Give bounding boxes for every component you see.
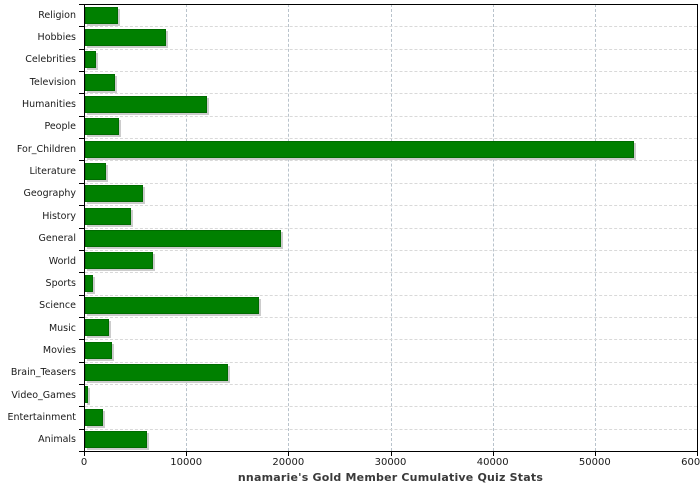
y-axis-tick bbox=[79, 361, 84, 363]
y-axis-tick bbox=[79, 205, 84, 207]
bar-people bbox=[85, 118, 120, 136]
x-tick-label: 0 bbox=[80, 457, 88, 468]
x-tick-label: 60000 bbox=[681, 457, 700, 468]
bar-geography bbox=[85, 185, 144, 203]
horizontal-gridline bbox=[85, 71, 697, 73]
category-label-video-games: Video_Games bbox=[11, 389, 76, 401]
bar-animals bbox=[85, 431, 148, 449]
y-axis-tick bbox=[79, 249, 84, 251]
y-axis-tick bbox=[79, 48, 84, 50]
bar-entertainment bbox=[85, 408, 104, 426]
y-axis-tick bbox=[79, 227, 84, 229]
y-axis-tick bbox=[79, 294, 84, 296]
y-axis-tick bbox=[79, 451, 84, 452]
category-label-literature: Literature bbox=[29, 166, 76, 178]
y-axis-tick bbox=[79, 4, 84, 5]
x-tick-label: 10000 bbox=[170, 457, 203, 468]
category-label-animals: Animals bbox=[38, 434, 76, 446]
bar-history bbox=[85, 207, 131, 225]
horizontal-gridline bbox=[85, 205, 697, 207]
horizontal-gridline bbox=[85, 115, 697, 117]
horizontal-gridline bbox=[85, 227, 697, 229]
x-tick-label: 50000 bbox=[578, 457, 611, 468]
y-axis-tick bbox=[79, 428, 84, 430]
category-label-entertainment: Entertainment bbox=[7, 411, 76, 423]
y-axis-tick bbox=[79, 316, 84, 318]
bar-sports bbox=[85, 274, 94, 292]
category-label-religion: Religion bbox=[38, 9, 76, 21]
horizontal-gridline bbox=[85, 316, 697, 318]
y-axis-tick bbox=[79, 383, 84, 385]
horizontal-gridline bbox=[85, 48, 697, 50]
category-label-movies: Movies bbox=[42, 344, 76, 356]
y-axis-tick bbox=[79, 272, 84, 274]
horizontal-gridline bbox=[85, 383, 697, 385]
y-axis-tick bbox=[79, 115, 84, 117]
category-label-world: World bbox=[48, 255, 76, 267]
x-tick-label: 30000 bbox=[374, 457, 407, 468]
bar-general bbox=[85, 230, 282, 247]
category-label-people: People bbox=[44, 121, 76, 133]
bar-for-children bbox=[85, 140, 634, 158]
chart-title: nnamarie's Gold Member Cumulative Quiz S… bbox=[237, 471, 544, 484]
y-axis-tick bbox=[79, 26, 84, 28]
horizontal-gridline bbox=[85, 138, 697, 140]
y-axis-tick bbox=[79, 160, 84, 162]
horizontal-gridline bbox=[85, 361, 697, 363]
x-tick-label: 40000 bbox=[476, 457, 509, 468]
category-label-brain-teasers: Brain_Teasers bbox=[10, 367, 76, 379]
category-label-celebrities: Celebrities bbox=[25, 54, 76, 66]
bar-literature bbox=[85, 162, 106, 180]
category-label-science: Science bbox=[39, 300, 76, 312]
category-label-general: General bbox=[38, 233, 76, 245]
bar-brain-teasers bbox=[85, 364, 228, 382]
y-axis-tick bbox=[79, 138, 84, 140]
bar-television bbox=[85, 73, 116, 91]
bar-humanities bbox=[85, 95, 207, 113]
y-axis-tick bbox=[79, 71, 84, 73]
y-axis-tick bbox=[79, 339, 84, 341]
horizontal-gridline bbox=[85, 294, 697, 296]
category-label-television: Television bbox=[29, 76, 76, 88]
bar-video-games bbox=[85, 386, 89, 404]
horizontal-gridline bbox=[85, 160, 697, 162]
category-label-sports: Sports bbox=[45, 277, 76, 289]
horizontal-gridline bbox=[85, 26, 697, 28]
horizontal-gridline bbox=[85, 339, 697, 341]
bar-movies bbox=[85, 341, 112, 359]
x-axis-tick bbox=[288, 451, 290, 456]
horizontal-gridline bbox=[85, 406, 697, 408]
x-axis-tick bbox=[186, 451, 188, 456]
horizontal-gridline bbox=[85, 182, 697, 184]
x-axis-tick bbox=[84, 451, 85, 456]
y-axis-tick bbox=[79, 93, 84, 95]
horizontal-gridline bbox=[85, 428, 697, 430]
y-axis-tick bbox=[79, 406, 84, 408]
x-axis-tick bbox=[594, 451, 596, 456]
x-axis-tick bbox=[390, 451, 392, 456]
bar-world bbox=[85, 252, 154, 270]
x-tick-label: 20000 bbox=[272, 457, 305, 468]
category-label-music: Music bbox=[48, 322, 76, 334]
bar-celebrities bbox=[85, 51, 97, 69]
bar-music bbox=[85, 319, 109, 337]
category-label-geography: Geography bbox=[23, 188, 76, 200]
horizontal-gridline bbox=[85, 272, 697, 274]
bar-religion bbox=[85, 6, 119, 24]
y-axis-tick bbox=[79, 182, 84, 184]
horizontal-gridline bbox=[85, 249, 697, 251]
horizontal-gridline bbox=[85, 93, 697, 95]
category-label-for-children: For_Children bbox=[16, 143, 76, 155]
category-label-hobbies: Hobbies bbox=[37, 32, 76, 44]
x-axis-tick bbox=[492, 451, 494, 456]
bar-science bbox=[85, 297, 260, 315]
category-label-humanities: Humanities bbox=[21, 99, 76, 111]
category-label-history: History bbox=[42, 210, 76, 222]
x-axis-tick bbox=[697, 451, 698, 456]
bar-hobbies bbox=[85, 28, 167, 46]
